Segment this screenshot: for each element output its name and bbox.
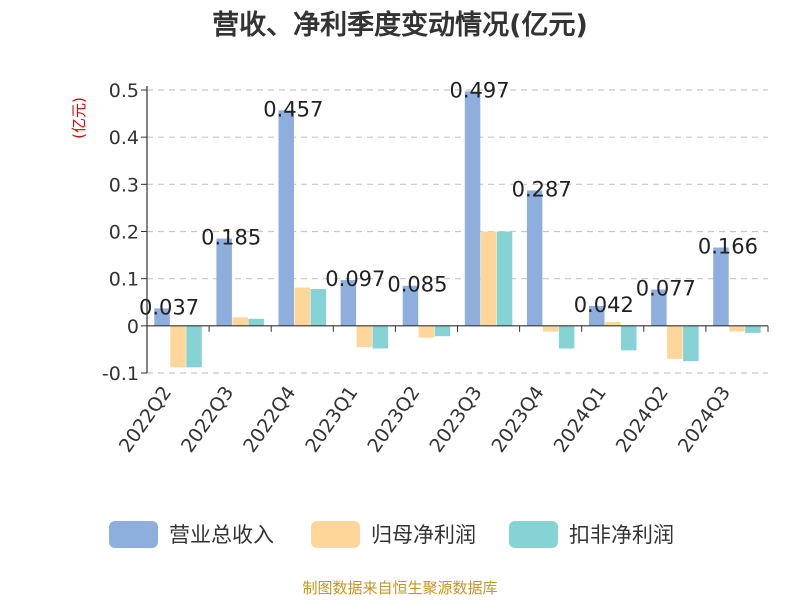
- x-tick-label: 2022Q4: [239, 382, 300, 456]
- bar-归母净利润-2024Q3: [729, 325, 745, 332]
- x-tick-label: 2023Q1: [301, 382, 362, 456]
- data-label: 0.457: [263, 97, 323, 121]
- data-label: 0.042: [574, 293, 634, 317]
- bar-归母净利润-2022Q2: [170, 325, 186, 368]
- x-tick-label: 2023Q2: [363, 382, 424, 456]
- y-tick-label: 0.2: [109, 222, 139, 244]
- bar-营业总收入-2024Q3: [713, 247, 729, 326]
- x-tick-label: 2022Q2: [115, 382, 176, 456]
- bar-营业总收入-2022Q2: [154, 308, 170, 326]
- y-tick-label: 0: [127, 316, 139, 338]
- bar-营业总收入-2023Q4: [526, 190, 543, 326]
- y-axis-unit-label: (亿元): [70, 97, 88, 139]
- legend: 营业总收入 归母净利润 扣非净利润: [109, 521, 674, 548]
- bar-扣非净利润-2022Q2: [186, 325, 202, 368]
- bar-扣非净利润-2023Q3: [496, 231, 513, 326]
- x-tick-label: 2024Q1: [550, 382, 611, 456]
- legend-label: 营业总收入: [169, 523, 274, 547]
- bar-归母净利润-2024Q1: [605, 322, 621, 326]
- bar-扣非净利润-2023Q1: [372, 325, 389, 349]
- data-label: 0.097: [325, 267, 385, 291]
- bar-扣非净利润-2023Q2: [434, 325, 451, 337]
- x-tick-label: 2023Q4: [487, 382, 548, 456]
- bar-归母净利润-2022Q4: [294, 287, 310, 326]
- grid-lines: [147, 89, 768, 374]
- bar-扣非净利润-2022Q3: [248, 318, 264, 326]
- data-label: 0.185: [201, 226, 261, 250]
- bar-扣非净利润-2022Q4: [310, 289, 326, 326]
- bar-归母净利润-2022Q3: [232, 317, 248, 326]
- legend-swatch: [509, 521, 558, 548]
- bar-营业总收入-2024Q1: [589, 306, 605, 326]
- chart-title: 营收、净利季度变动情况(亿元): [212, 9, 588, 41]
- x-tick-label: 2023Q3: [425, 382, 486, 456]
- bar-营业总收入-2022Q3: [216, 238, 232, 326]
- y-axis-ticks: -0.1 0 0.1 0.2 0.3 0.4 0.5: [102, 80, 147, 385]
- x-tick-label: 2024Q3: [674, 382, 735, 456]
- y-tick-label: 0.5: [109, 80, 139, 102]
- y-tick-label: 0.1: [109, 269, 139, 291]
- bar-营业总收入-2023Q3: [464, 91, 481, 326]
- data-label: 0.037: [139, 295, 199, 319]
- legend-label: 归母净利润: [371, 523, 476, 547]
- y-tick-label: 0.3: [109, 174, 139, 196]
- bar-扣非净利润-2024Q3: [745, 325, 761, 333]
- bars: [154, 91, 761, 368]
- x-tick-label: 2024Q2: [612, 382, 673, 456]
- bar-归母净利润-2023Q1: [356, 325, 373, 348]
- bar-归母净利润-2023Q4: [542, 325, 559, 332]
- data-label: 0.085: [387, 273, 447, 297]
- data-labels: 0.037 0.185 0.457 0.097 0.085 0.497 0.287 0.042…: [139, 78, 758, 319]
- legend-swatch: [311, 521, 360, 548]
- data-label: 0.077: [636, 277, 696, 301]
- bar-归母净利润-2023Q3: [480, 231, 497, 326]
- bar-扣非净利润-2023Q4: [558, 325, 575, 349]
- bar-归母净利润-2024Q2: [667, 325, 683, 359]
- x-tick-label: 2022Q3: [177, 382, 238, 456]
- data-label: 0.497: [449, 78, 509, 102]
- y-tick-label: -0.1: [102, 363, 139, 385]
- bar-归母净利润-2023Q2: [418, 325, 435, 338]
- source-note: 制图数据来自恒生聚源数据库: [302, 579, 497, 597]
- bar-营业总收入-2022Q4: [278, 110, 294, 326]
- legend-swatch: [109, 521, 158, 548]
- legend-label: 扣非净利润: [569, 523, 674, 547]
- y-tick-label: 0.4: [109, 127, 139, 149]
- data-label: 0.287: [512, 177, 572, 201]
- data-label: 0.166: [698, 235, 758, 259]
- bar-营业总收入-2023Q2: [402, 285, 419, 326]
- bar-营业总收入-2023Q1: [340, 280, 357, 326]
- bar-营业总收入-2024Q2: [651, 289, 667, 326]
- bar-扣非净利润-2024Q2: [683, 325, 699, 362]
- bar-扣非净利润-2024Q1: [621, 325, 637, 351]
